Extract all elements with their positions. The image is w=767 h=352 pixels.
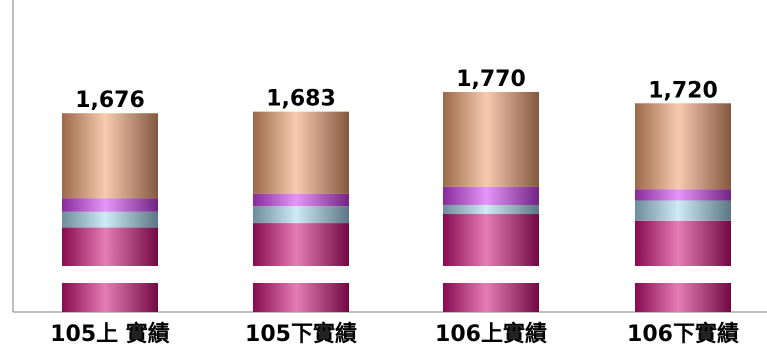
bar-segment-3-4 bbox=[443, 91, 539, 187]
bar-stub-2 bbox=[253, 283, 349, 312]
bar-segment-3-3 bbox=[443, 186, 539, 205]
category-label-2: 105下實績 bbox=[245, 321, 357, 347]
bar-segment-2-1 bbox=[253, 223, 349, 266]
category-label-4: 106下實績 bbox=[627, 321, 739, 347]
bar-segment-4-1 bbox=[635, 220, 731, 266]
total-label-1: 1,676 bbox=[75, 88, 145, 113]
bar-stub-3 bbox=[443, 283, 539, 312]
bar-segment-3-1 bbox=[443, 214, 539, 266]
bar-segment-2-3 bbox=[253, 193, 349, 207]
total-label-4: 1,720 bbox=[648, 78, 718, 103]
bar-segment-4-2 bbox=[635, 200, 731, 221]
bar-stub-4 bbox=[635, 283, 731, 312]
bar-segment-3-2 bbox=[443, 204, 539, 215]
bar-segment-2-4 bbox=[253, 111, 349, 194]
total-label-2: 1,683 bbox=[266, 87, 336, 112]
category-label-1: 105上 實績 bbox=[50, 321, 170, 347]
bar-segment-4-4 bbox=[635, 103, 731, 190]
bar-segment-1-4 bbox=[62, 113, 158, 199]
bar-segment-4-3 bbox=[635, 189, 731, 201]
bar-segment-1-1 bbox=[62, 227, 158, 266]
total-label-3: 1,770 bbox=[456, 67, 526, 92]
bar-segment-2-2 bbox=[253, 206, 349, 224]
bar-segment-1-2 bbox=[62, 211, 158, 228]
category-label-3: 106上實績 bbox=[435, 321, 547, 347]
bar-stub-1 bbox=[62, 283, 158, 312]
bar-segment-1-3 bbox=[62, 198, 158, 212]
